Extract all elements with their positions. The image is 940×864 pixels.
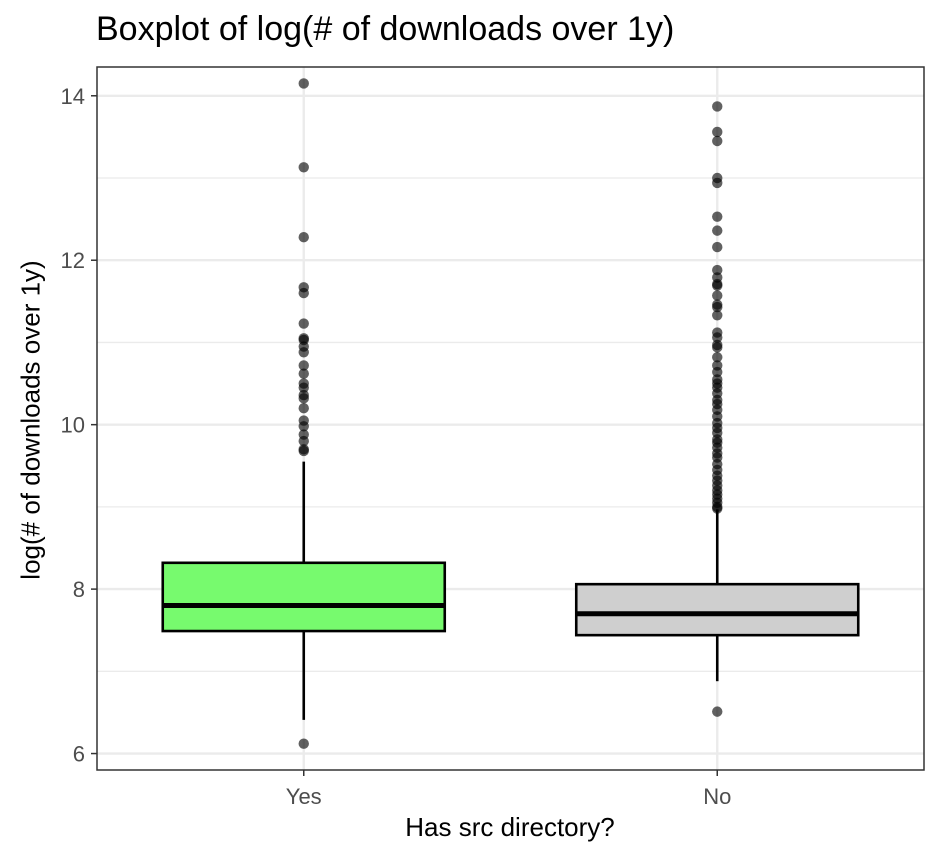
outlier-point: [712, 366, 723, 378]
x-tick-label: Yes: [286, 784, 322, 809]
x-tick-label: No: [703, 784, 731, 809]
outlier-point: [298, 360, 309, 371]
outlier-point: [712, 264, 723, 276]
outlier-point: [298, 78, 309, 89]
outlier-point: [712, 706, 723, 717]
outlier-point: [712, 177, 723, 189]
outlier-point: [712, 225, 723, 236]
outlier-point: [298, 393, 309, 404]
outlier-point: [712, 135, 723, 147]
outlier-point: [298, 382, 309, 393]
outlier-point: [712, 101, 723, 112]
outlier-point: [298, 162, 309, 173]
outlier-point: [298, 738, 309, 749]
y-tick-label: 14: [61, 84, 85, 109]
outlier-point: [712, 280, 723, 291]
outlier-point: [712, 310, 723, 321]
outlier-point: [712, 503, 723, 514]
y-tick-label: 6: [73, 742, 85, 767]
outlier-point: [298, 445, 309, 457]
y-axis-label: log(# of downloads over 1y): [15, 260, 46, 580]
outlier-point: [712, 342, 723, 353]
outlier-point: [298, 421, 309, 432]
panel-border: [96, 66, 925, 771]
panel-background: [97, 67, 924, 770]
outlier-point: [298, 287, 309, 299]
y-tick-label: 10: [61, 413, 85, 438]
outlier-point: [298, 318, 309, 329]
outlier-point: [298, 403, 309, 414]
outlier-point: [298, 368, 309, 379]
outlier-point: [298, 347, 309, 358]
outlier-point: [712, 211, 723, 222]
x-axis-label: Has src directory?: [405, 812, 615, 842]
outlier-point: [298, 435, 309, 447]
box-no: [574, 582, 860, 637]
box-yes: [161, 561, 447, 633]
y-tick-label: 8: [73, 577, 85, 602]
outlier-point: [298, 232, 309, 243]
outlier-point: [712, 301, 723, 313]
chart-title: Boxplot of log(# of downloads over 1y): [96, 10, 675, 48]
outlier-point: [712, 332, 723, 343]
outlier-point: [712, 290, 723, 301]
outlier-point: [712, 352, 723, 363]
outlier-point: [712, 126, 723, 138]
outlier-point: [712, 241, 723, 253]
y-tick-label: 12: [61, 248, 85, 273]
